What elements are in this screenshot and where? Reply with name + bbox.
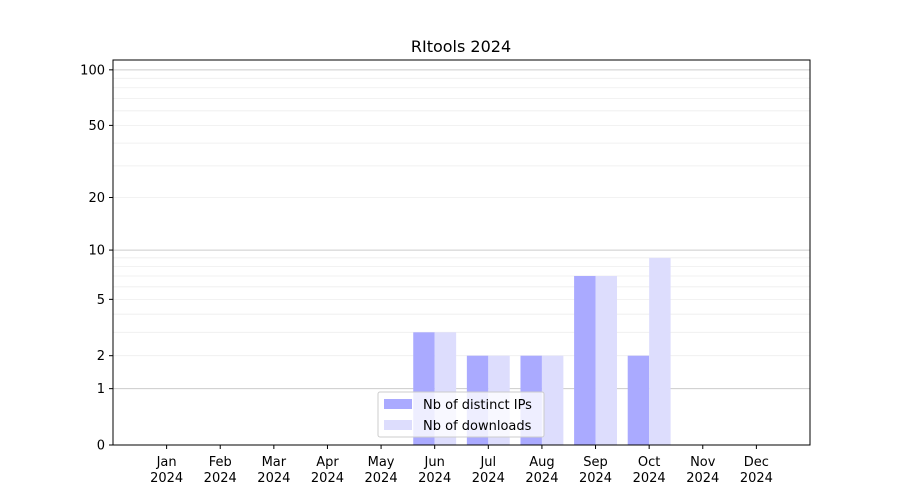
x-tick-label-month: Nov (690, 455, 716, 470)
x-tick-label-year: 2024 (686, 471, 719, 486)
x-tick-label-month: Feb (209, 455, 232, 470)
legend-frame (377, 391, 545, 438)
y-tick-label: 0 (97, 439, 105, 454)
x-tick-label-month: Dec (744, 455, 769, 470)
chart-title: RItools 2024 (411, 37, 511, 56)
y-tick-label: 50 (88, 119, 105, 134)
y-tick-label: 100 (80, 63, 105, 78)
x-tick-label-year: 2024 (740, 471, 773, 486)
y-tick-label: 20 (88, 191, 105, 206)
x-tick-label-year: 2024 (204, 471, 237, 486)
x-tick-label-year: 2024 (418, 471, 451, 486)
x-tick-label-month: Oct (638, 455, 660, 470)
x-tick-label-month: Mar (262, 455, 287, 470)
x-axis: Jan2024Feb2024Mar2024Apr2024May2024Jun20… (150, 445, 773, 486)
bar-downloads (595, 275, 617, 445)
y-tick-label: 10 (88, 244, 105, 259)
x-tick-label-month: Aug (529, 455, 554, 470)
x-tick-label-year: 2024 (150, 471, 183, 486)
x-tick-label-month: Jun (424, 455, 445, 470)
bar-distinct-ips (574, 275, 596, 445)
y-axis: 0 1 2 5 10 20 50 100 (80, 63, 113, 454)
plot-frame (112, 59, 811, 446)
y-tick-label: 1 (97, 382, 105, 397)
x-tick-label-year: 2024 (365, 471, 398, 486)
x-tick-label-month: Apr (316, 455, 339, 470)
bar-distinct-ips (627, 355, 650, 445)
x-tick-label-year: 2024 (525, 471, 558, 486)
x-tick-label-year: 2024 (579, 471, 612, 486)
legend-swatch-ips (384, 399, 412, 409)
grid (113, 69, 810, 390)
x-tick-label-month: Jul (479, 455, 496, 470)
x-tick-label-year: 2024 (633, 471, 666, 486)
y-tick-label: 2 (97, 349, 105, 364)
y-tick-label: 5 (97, 293, 105, 308)
x-tick-label-month: May (368, 455, 395, 470)
bar-downloads (649, 257, 671, 445)
bar-downloads (541, 355, 564, 445)
legend: Nb of distinct IPs Nb of downloads (377, 391, 545, 438)
x-tick-label-month: Jan (156, 455, 177, 470)
legend-label-ips: Nb of distinct IPs (423, 398, 532, 413)
x-tick-label-year: 2024 (311, 471, 344, 486)
legend-swatch-downloads (384, 420, 412, 430)
x-tick-label-month: Sep (583, 455, 608, 470)
legend-label-downloads: Nb of downloads (423, 419, 532, 434)
x-tick-label-year: 2024 (472, 471, 505, 486)
x-tick-label-year: 2024 (257, 471, 290, 486)
